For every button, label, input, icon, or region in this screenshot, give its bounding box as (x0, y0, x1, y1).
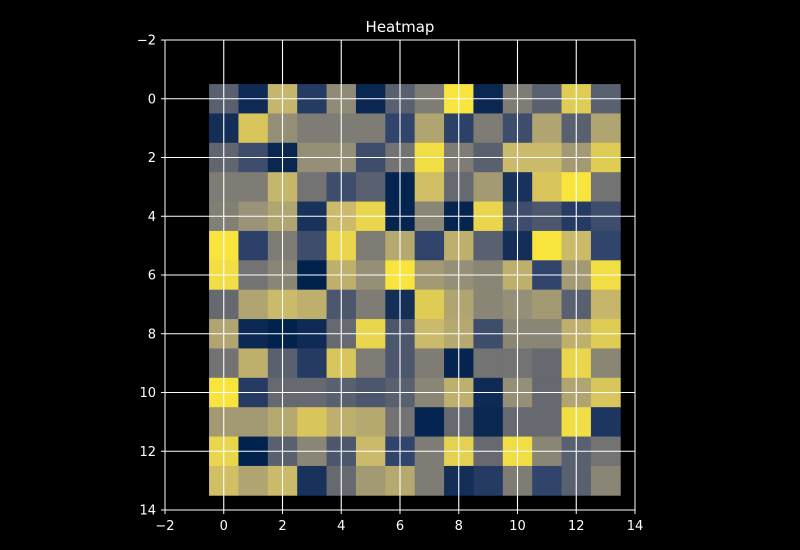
heatmap-cell (532, 289, 562, 320)
heatmap-cell (297, 172, 327, 202)
x-tick-label: 14 (627, 519, 644, 534)
heatmap-cell (473, 230, 504, 261)
heatmap-cell (414, 113, 445, 144)
heatmap-cell (238, 465, 269, 496)
heatmap-cell (532, 407, 562, 437)
heatmap-cell (414, 465, 445, 496)
heatmap-cell (532, 465, 562, 496)
y-tick-label: 14 (139, 504, 156, 519)
x-tick-label: 4 (337, 519, 345, 534)
heatmap-cell (414, 289, 445, 320)
y-tick-label: 0 (148, 92, 156, 107)
heatmap-cell (238, 113, 269, 144)
heatmap-cell (238, 289, 269, 320)
heatmap-cell (355, 230, 386, 261)
heatmap-cell (532, 172, 562, 202)
heatmap-cell (355, 113, 386, 144)
heatmap-cell (590, 172, 621, 202)
heatmap-cell (590, 113, 621, 144)
heatmap-cell (590, 407, 621, 437)
heatmap-cell (473, 172, 504, 202)
y-tick-label: −2 (137, 34, 156, 49)
grid-lines (165, 40, 635, 510)
heatmap-cell (473, 289, 504, 320)
x-tick-label: 6 (396, 519, 404, 534)
heatmap-cell (297, 465, 327, 496)
heatmap-cell (238, 407, 269, 437)
heatmap-cell (238, 230, 269, 261)
heatmap-cell (532, 113, 562, 144)
heatmap-cell (473, 407, 504, 437)
heatmap-cells (209, 84, 621, 496)
heatmap-cell (532, 348, 562, 379)
x-tick-label: −2 (155, 519, 174, 534)
heatmap-cell (297, 230, 327, 261)
x-tick-label: 8 (455, 519, 463, 534)
y-tick-label: 8 (148, 327, 156, 342)
heatmap-cell (590, 465, 621, 496)
heatmap-cell (532, 230, 562, 261)
heatmap-cell (297, 407, 327, 437)
x-tick-label: 0 (220, 519, 228, 534)
heatmap-cell (590, 348, 621, 379)
heatmap-cell (297, 289, 327, 320)
heatmap-cell (473, 113, 504, 144)
heatmap-cell (590, 289, 621, 320)
heatmap-cell (414, 172, 445, 202)
chart-title: Heatmap (366, 18, 435, 36)
heatmap-cell (238, 172, 269, 202)
y-tick-label: 6 (148, 269, 156, 284)
heatmap-cell (355, 172, 386, 202)
x-tick-label: 2 (278, 519, 286, 534)
heatmap-cell (297, 113, 327, 144)
heatmap-cell (297, 348, 327, 379)
y-tick-label: 12 (139, 445, 156, 460)
heatmap-cell (473, 348, 504, 379)
y-tick-label: 10 (139, 386, 156, 401)
heatmap-cell (355, 348, 386, 379)
heatmap-cell (473, 465, 504, 496)
y-tick-label: 2 (148, 151, 156, 166)
heatmap-cell (590, 230, 621, 261)
heatmap-cell (414, 348, 445, 379)
heatmap-cell (238, 348, 269, 379)
heatmap-cell (355, 289, 386, 320)
x-tick-label: 10 (509, 519, 526, 534)
heatmap-cell (414, 230, 445, 261)
heatmap-cell (414, 407, 445, 437)
heatmap-cell (355, 407, 386, 437)
x-tick-label: 12 (568, 519, 585, 534)
y-tick-label: 4 (148, 210, 156, 225)
heatmap-cell (355, 465, 386, 496)
